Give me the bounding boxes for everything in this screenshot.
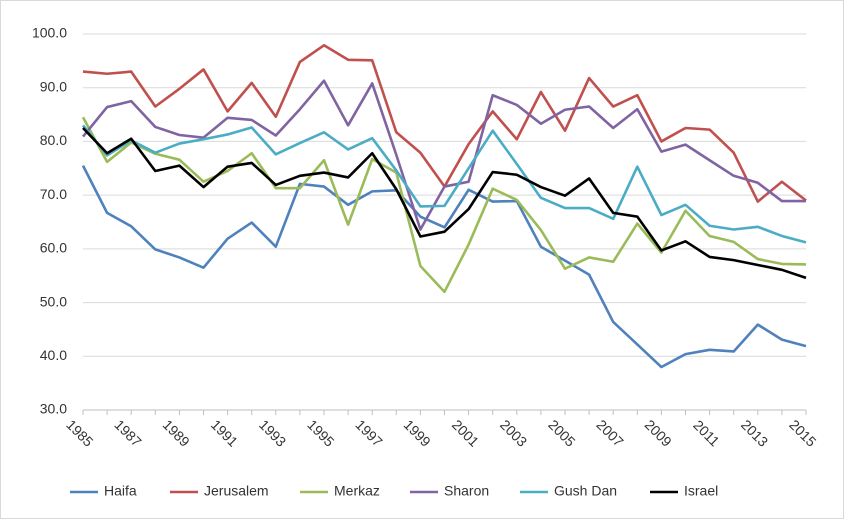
- y-tick-label: 30.0: [40, 401, 67, 417]
- legend-label: Gush Dan: [554, 483, 617, 499]
- y-tick-label: 70.0: [40, 186, 67, 202]
- legend-label: Haifa: [104, 483, 137, 499]
- legend-label: Israel: [684, 483, 718, 499]
- y-tick-label: 90.0: [40, 78, 67, 94]
- legend-label: Sharon: [444, 483, 489, 499]
- y-tick-label: 40.0: [40, 347, 67, 363]
- series-line: [81, 124, 807, 244]
- y-tick-label: 80.0: [40, 132, 67, 148]
- legend-label: Jerusalem: [204, 483, 269, 499]
- series-line: [81, 165, 807, 369]
- y-tick-label: 100.0: [32, 25, 67, 41]
- y-tick-label: 60.0: [40, 240, 67, 256]
- legend-label: Merkaz: [334, 483, 380, 499]
- y-tick-label: 50.0: [40, 293, 67, 309]
- series-line: [81, 116, 807, 294]
- series-line: [82, 127, 807, 280]
- series-line: [81, 79, 806, 231]
